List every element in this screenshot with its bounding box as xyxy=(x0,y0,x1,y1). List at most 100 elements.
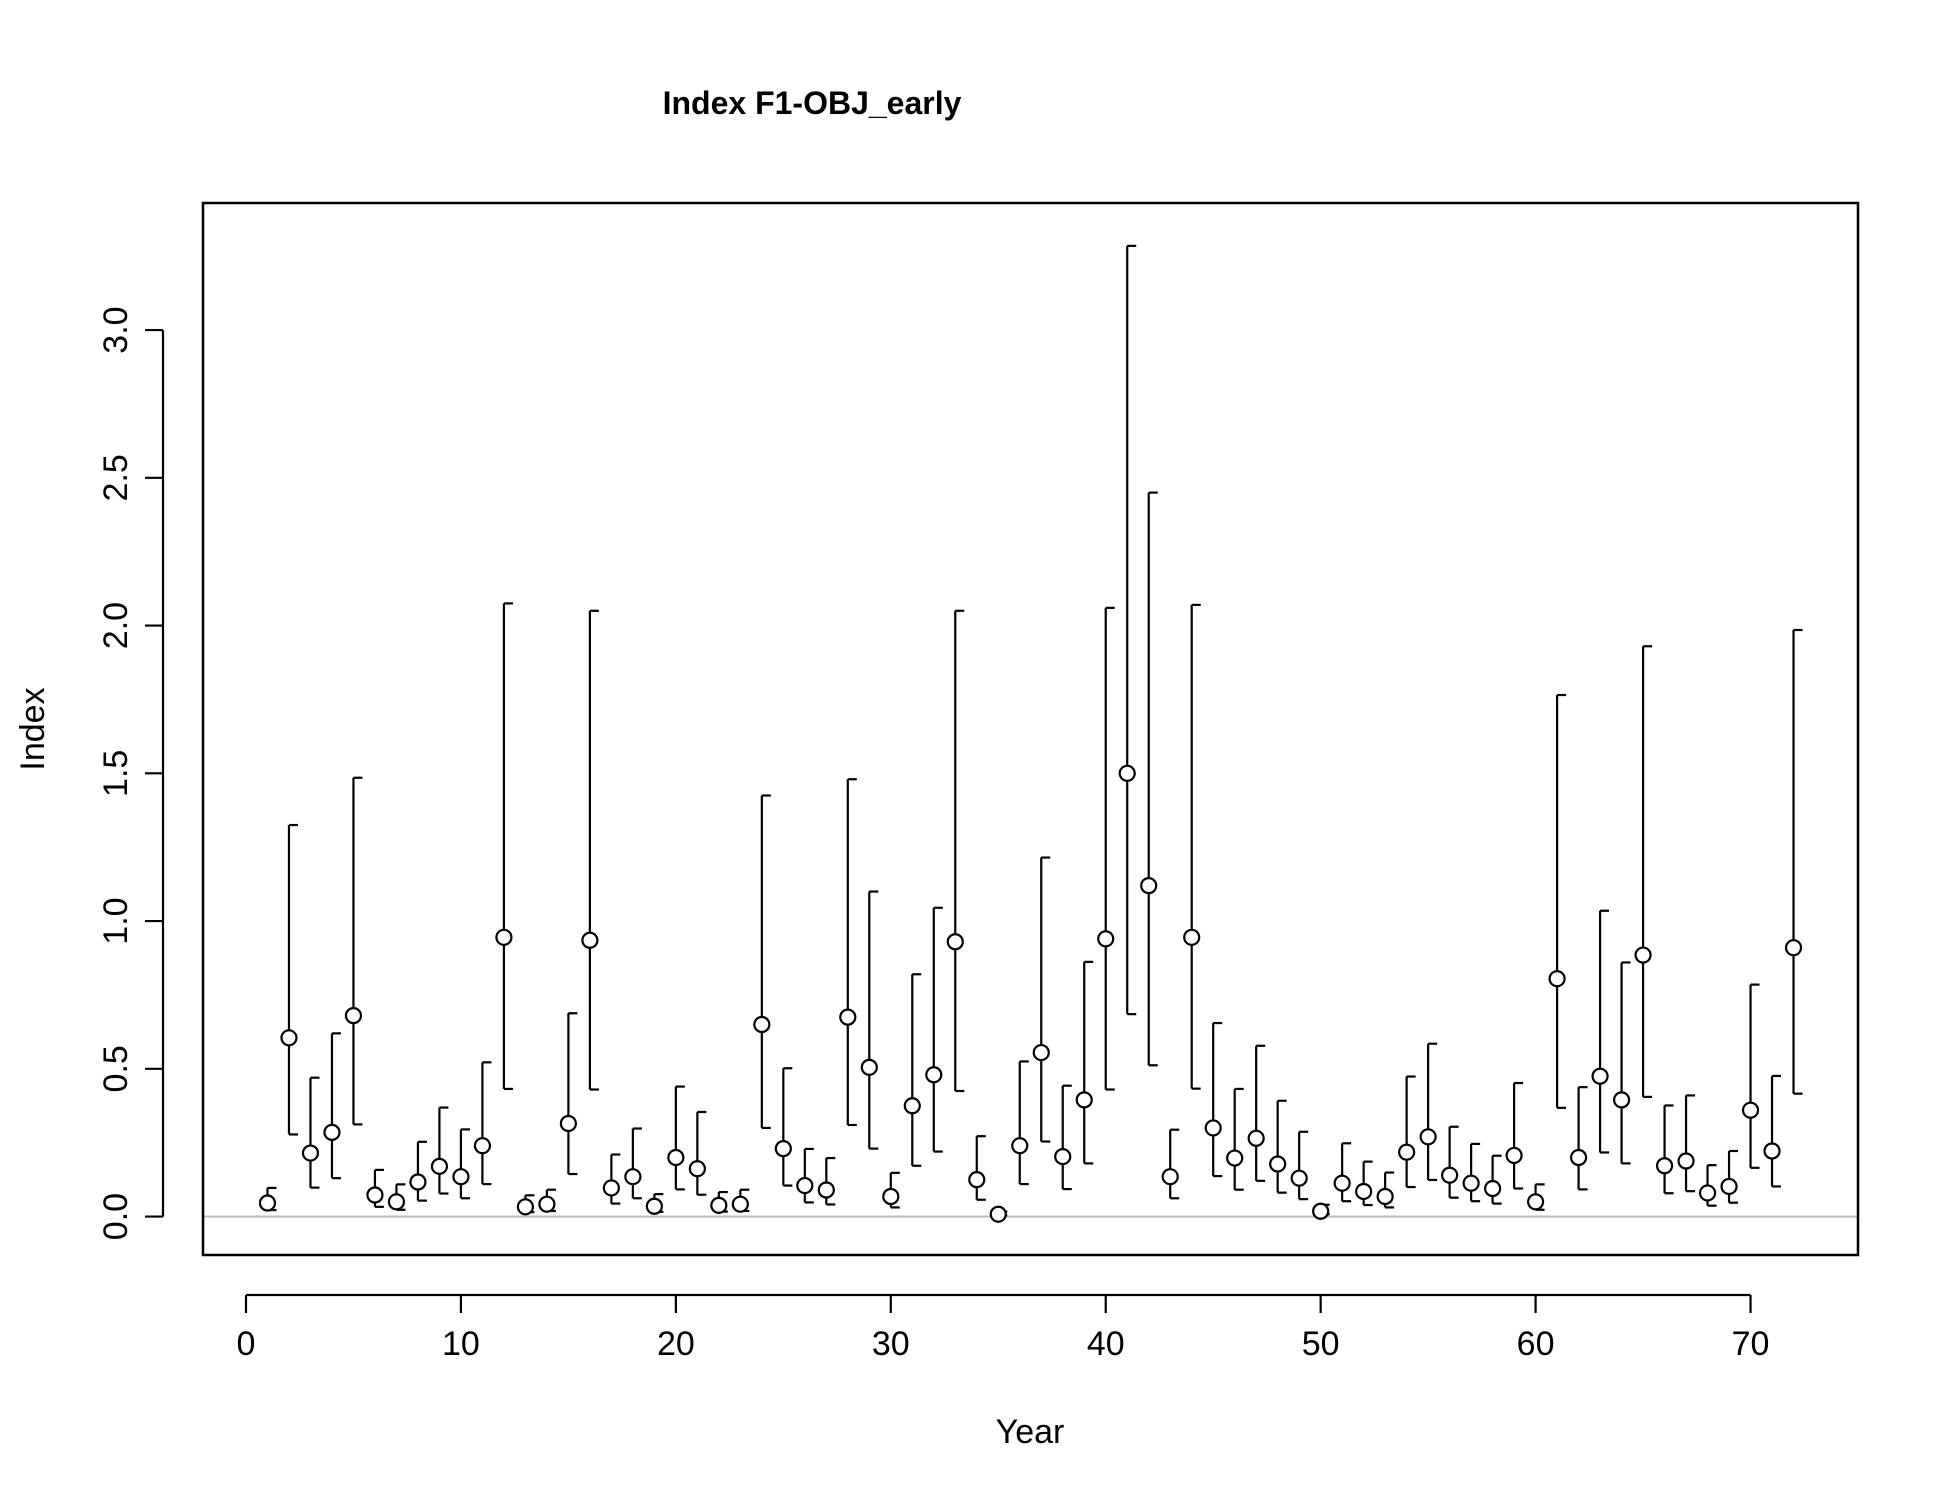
x-axis-label: Year xyxy=(996,1413,1065,1451)
data-point xyxy=(1526,1193,1545,1211)
y-axis-label: Index xyxy=(14,687,52,770)
data-point-group xyxy=(1097,606,1115,1091)
data-point-group xyxy=(1419,1042,1438,1182)
data-point-group xyxy=(1247,1044,1266,1182)
data-point xyxy=(1183,928,1201,946)
data-point xyxy=(1677,1152,1695,1170)
data-point-group xyxy=(624,1127,642,1200)
data-point-group xyxy=(430,1106,449,1195)
x-tick-label: 70 xyxy=(1732,1325,1770,1363)
y-tick-label: 1.5 xyxy=(97,750,135,797)
data-point-group xyxy=(452,1128,470,1200)
data-point xyxy=(1011,1137,1029,1155)
data-point-group xyxy=(258,1186,277,1212)
data-point xyxy=(645,1197,663,1215)
x-tick-label: 60 xyxy=(1517,1325,1555,1363)
data-point xyxy=(1118,764,1136,782)
data-point-group xyxy=(925,906,943,1153)
data-point-group xyxy=(495,602,513,1091)
data-point-group xyxy=(473,1061,492,1186)
data-point-group xyxy=(1569,1086,1588,1191)
data-point xyxy=(667,1148,685,1167)
data-point-group xyxy=(1591,909,1610,1154)
x-tick-label: 10 xyxy=(442,1325,480,1363)
x-tick-label: 40 xyxy=(1087,1325,1125,1363)
data-point-group xyxy=(1204,1021,1223,1178)
data-point-group xyxy=(1011,1060,1029,1186)
data-point xyxy=(473,1137,492,1155)
data-point-group xyxy=(1441,1125,1459,1199)
data-point xyxy=(581,931,599,949)
data-point xyxy=(1312,1202,1330,1220)
data-point xyxy=(1032,1043,1050,1062)
data-point xyxy=(1419,1128,1437,1146)
data-point-group xyxy=(1526,1183,1545,1211)
data-point xyxy=(1054,1147,1072,1166)
data-point-group xyxy=(968,1135,986,1201)
y-tick-label: 0.0 xyxy=(97,1193,135,1240)
data-point xyxy=(946,933,964,951)
data-point-group xyxy=(753,794,771,1130)
chart-title: Index F1-OBJ_early xyxy=(663,85,962,121)
data-point-group xyxy=(1398,1075,1416,1189)
data-point xyxy=(1247,1129,1265,1147)
data-point-group xyxy=(1290,1130,1309,1201)
y-tick-label: 0.5 xyxy=(97,1045,135,1092)
data-point xyxy=(387,1193,406,1211)
data-point-group xyxy=(1462,1142,1481,1203)
data-point xyxy=(495,928,513,946)
data-point xyxy=(817,1181,835,1199)
data-point xyxy=(1763,1142,1781,1160)
x-axis: 0 10 20 30 40 50 60 70 xyxy=(237,1293,1770,1363)
data-point xyxy=(1097,930,1115,948)
data-point xyxy=(1140,877,1158,895)
data-point-group xyxy=(731,1188,750,1213)
data-point xyxy=(280,1029,298,1047)
data-point-group xyxy=(989,1205,1008,1223)
data-point xyxy=(344,1007,363,1025)
data-point xyxy=(1355,1182,1373,1201)
data-point xyxy=(1398,1143,1416,1161)
data-point-group xyxy=(516,1194,535,1216)
data-point-group xyxy=(1032,856,1051,1143)
data-point xyxy=(839,1008,857,1026)
data-point xyxy=(624,1168,642,1186)
data-point xyxy=(731,1195,749,1213)
data-point-group xyxy=(817,1156,836,1206)
data-point-group xyxy=(903,973,922,1167)
data-point-group xyxy=(688,1110,707,1196)
data-point xyxy=(753,1015,771,1034)
data-point xyxy=(1204,1119,1222,1137)
data-point-group xyxy=(946,609,965,1093)
data-point-group xyxy=(323,1032,341,1180)
data-point xyxy=(710,1196,728,1214)
data-point xyxy=(1784,939,1803,957)
data-point xyxy=(1226,1149,1244,1167)
data-point-group xyxy=(667,1085,685,1191)
data-point-group xyxy=(280,823,298,1136)
data-point-group xyxy=(366,1168,384,1208)
data-point-group xyxy=(1075,960,1094,1165)
data-point-group xyxy=(1720,1149,1739,1204)
data-point-group xyxy=(860,890,879,1150)
data-point-group xyxy=(1505,1081,1524,1190)
data-point xyxy=(1462,1174,1480,1192)
data-point-group xyxy=(710,1190,728,1214)
data-point xyxy=(1505,1146,1523,1165)
data-point xyxy=(903,1097,921,1115)
x-tick-label: 30 xyxy=(872,1325,910,1363)
data-point-group xyxy=(774,1067,793,1187)
data-point-group xyxy=(1161,1128,1180,1200)
data-point xyxy=(1634,946,1652,964)
data-point-group xyxy=(1269,1099,1287,1194)
data-point-group xyxy=(602,1153,621,1205)
data-point xyxy=(323,1123,341,1141)
data-point xyxy=(1376,1187,1394,1206)
data-point-group xyxy=(645,1193,664,1215)
y-tick-label: 3.0 xyxy=(97,306,135,353)
data-point xyxy=(1720,1177,1738,1196)
data-point xyxy=(409,1173,427,1191)
data-point xyxy=(301,1144,320,1162)
data-point xyxy=(774,1140,792,1158)
